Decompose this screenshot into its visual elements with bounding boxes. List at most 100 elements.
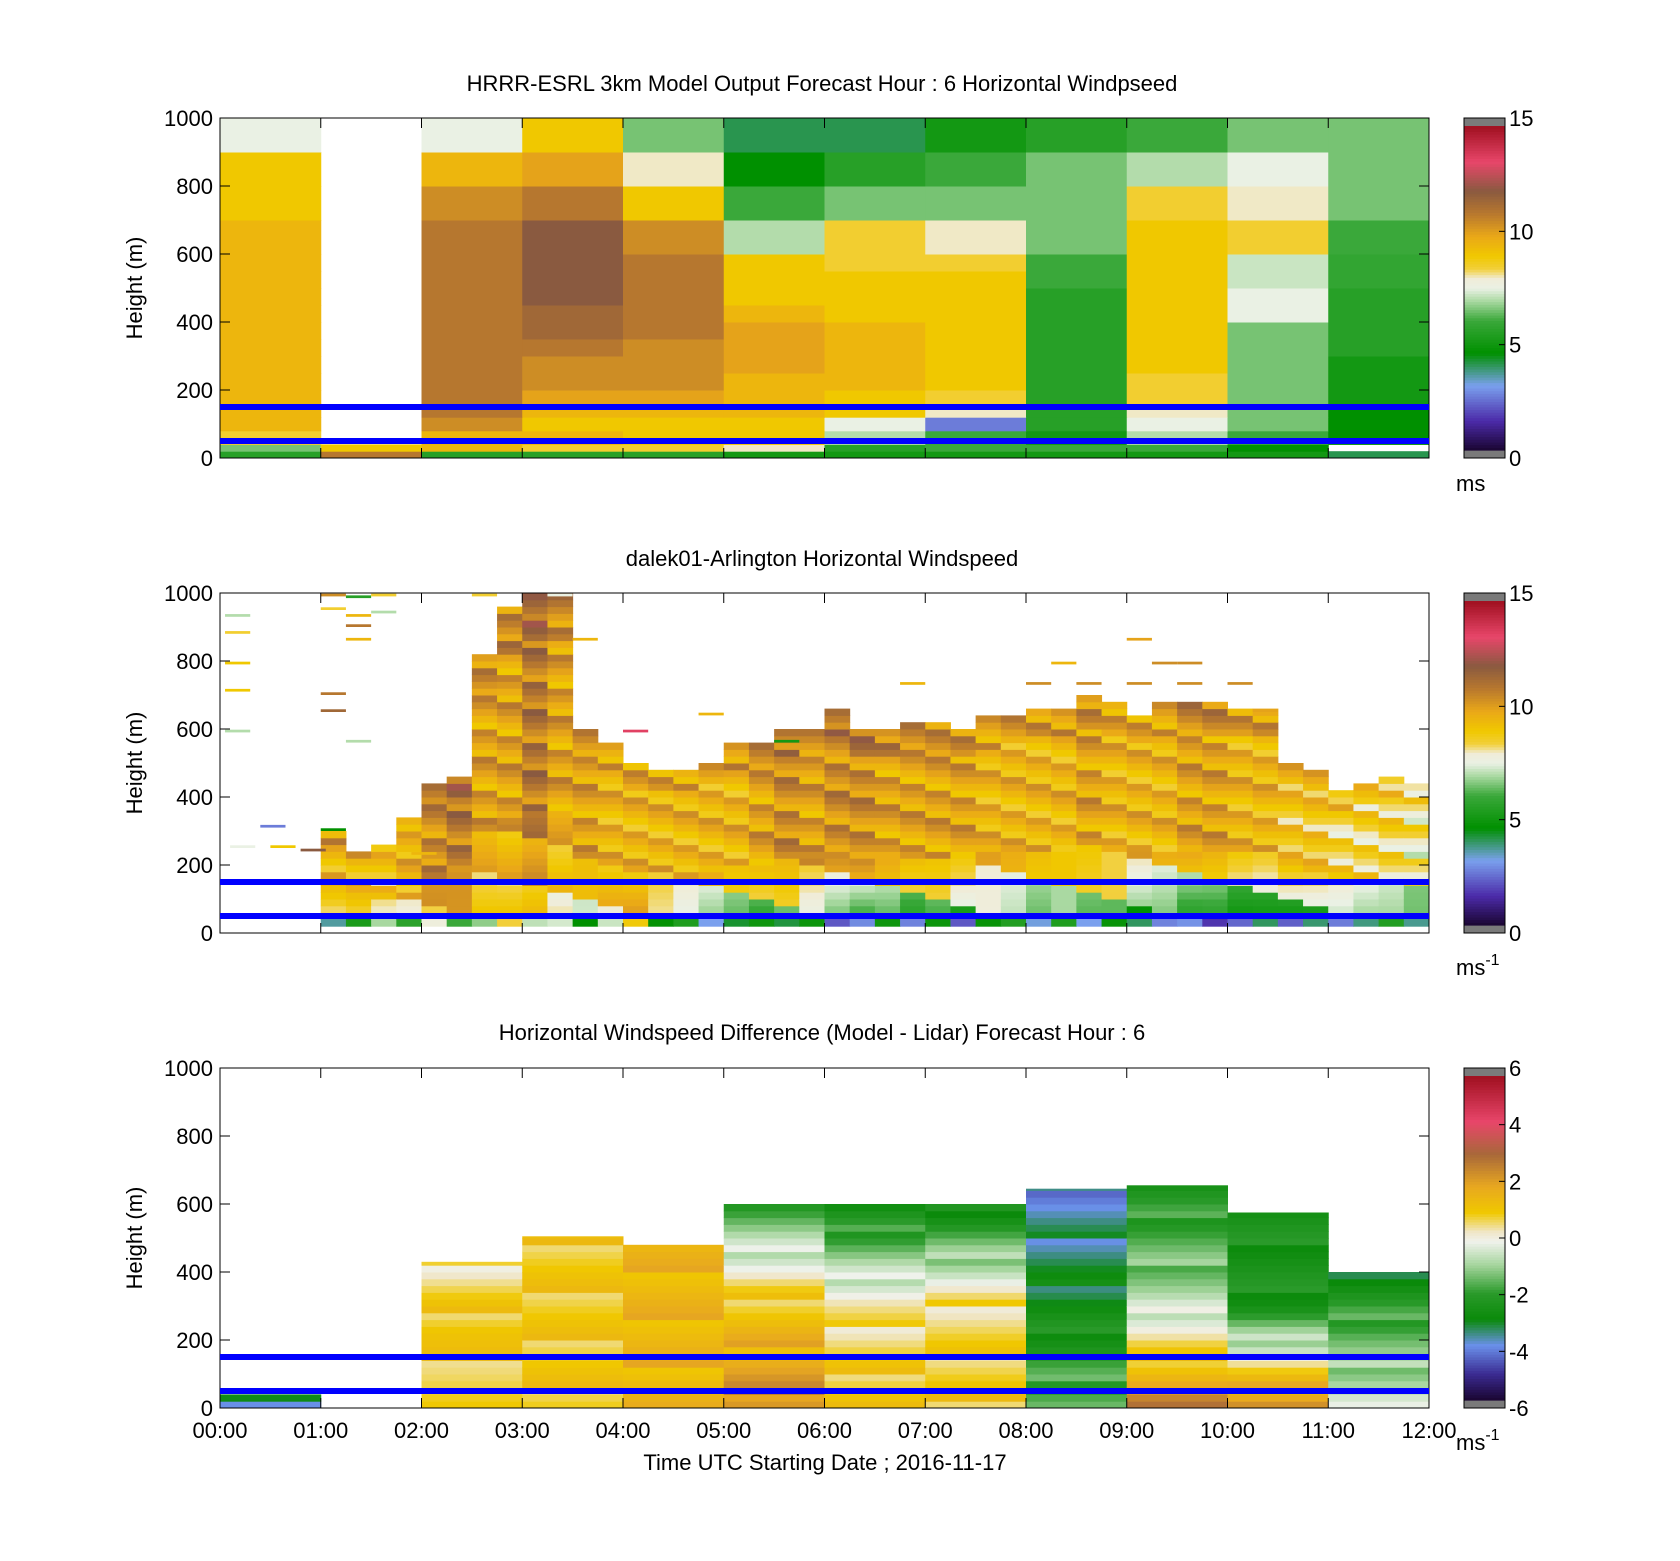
colorbar-swatch bbox=[1464, 315, 1505, 319]
colorbar-swatch bbox=[1464, 428, 1505, 432]
colorbar-swatch bbox=[1464, 1097, 1505, 1101]
heatmap-cell bbox=[1076, 810, 1103, 818]
panel-lidar-cells bbox=[225, 593, 1430, 927]
heatmap-cell bbox=[320, 892, 347, 900]
heatmap-cell bbox=[874, 735, 901, 744]
heatmap-cell bbox=[547, 844, 574, 852]
heatmap-cell bbox=[824, 1380, 926, 1389]
heatmap-cell bbox=[547, 606, 574, 614]
heatmap-cell bbox=[396, 865, 422, 873]
colorbar-swatch bbox=[1464, 242, 1505, 246]
y-tick-label: 600 bbox=[176, 1192, 213, 1217]
colorbar-swatch bbox=[1464, 1319, 1505, 1323]
heatmap-cell bbox=[1227, 1292, 1329, 1300]
heatmap-cell bbox=[572, 865, 599, 873]
heatmap-cell bbox=[723, 899, 750, 907]
heatmap-cell bbox=[497, 695, 523, 703]
colorbar-swatch bbox=[1464, 144, 1505, 149]
heatmap-cell bbox=[623, 1299, 725, 1307]
heatmap-cell bbox=[723, 417, 825, 432]
heatmap-cell bbox=[471, 824, 498, 832]
colorbar-swatch bbox=[1464, 161, 1505, 165]
heatmap-cell bbox=[1202, 729, 1228, 737]
heatmap-cell bbox=[320, 607, 346, 610]
heatmap-cell bbox=[673, 865, 700, 873]
heatmap-cell bbox=[522, 254, 624, 272]
heatmap-cell bbox=[1202, 749, 1228, 757]
colorbar-swatch bbox=[1464, 252, 1505, 257]
colorbar-swatch bbox=[1464, 1383, 1505, 1388]
heatmap-cell bbox=[471, 695, 498, 703]
colorbar-swatch bbox=[1464, 638, 1505, 643]
heatmap-cell bbox=[547, 667, 574, 676]
heatmap-cell bbox=[673, 824, 700, 832]
heatmap-cell bbox=[1353, 885, 1380, 893]
heatmap-cell bbox=[597, 769, 624, 778]
heatmap-cell bbox=[925, 1374, 1027, 1382]
colorbar-swatch bbox=[1464, 1246, 1505, 1250]
heatmap-cell bbox=[1076, 776, 1103, 784]
panel-difference: Horizontal Windspeed Difference (Model -… bbox=[122, 1020, 1529, 1475]
heatmap-cell bbox=[1101, 742, 1128, 750]
heatmap-cell bbox=[1126, 451, 1228, 459]
heatmap-cell bbox=[824, 844, 851, 852]
colorbar-swatch bbox=[1464, 854, 1505, 859]
heatmap-cell bbox=[799, 729, 825, 737]
colorbar-swatch bbox=[1464, 239, 1505, 243]
heatmap-cell bbox=[1177, 899, 1203, 907]
heatmap-cell bbox=[471, 763, 498, 771]
colorbar-swatch bbox=[1464, 757, 1505, 761]
heatmap-cell bbox=[1353, 837, 1380, 846]
heatmap-cell bbox=[1227, 118, 1329, 153]
colorbar-swatch bbox=[1464, 790, 1505, 794]
heatmap-cell bbox=[1252, 837, 1279, 846]
colorbar-cap-top bbox=[1464, 593, 1505, 601]
heatmap-cell bbox=[723, 220, 825, 255]
heatmap-cell bbox=[572, 790, 599, 798]
heatmap-cell bbox=[1328, 254, 1430, 272]
heatmap-cell bbox=[925, 783, 951, 791]
heatmap-cell bbox=[1151, 885, 1178, 893]
heatmap-cell bbox=[1353, 919, 1380, 927]
heatmap-cell bbox=[925, 885, 951, 893]
colorbar-swatch bbox=[1464, 887, 1505, 891]
colorbar-swatch bbox=[1464, 1178, 1505, 1182]
heatmap-cell bbox=[345, 858, 372, 866]
heatmap-cell bbox=[874, 858, 901, 866]
heatmap-cell bbox=[723, 1319, 825, 1327]
colorbar-swatch bbox=[1464, 841, 1505, 845]
heatmap-cell bbox=[774, 763, 800, 771]
heatmap-cell bbox=[925, 1217, 1027, 1225]
heatmap-cell bbox=[446, 783, 473, 791]
heatmap-cell bbox=[471, 661, 498, 669]
colorbar-swatch bbox=[1464, 1089, 1505, 1093]
heatmap-cell bbox=[597, 756, 624, 764]
colorbar-swatch bbox=[1464, 868, 1505, 872]
heatmap-cell bbox=[1303, 851, 1329, 859]
heatmap-cell bbox=[396, 885, 422, 893]
heatmap-cell bbox=[471, 783, 498, 791]
heatmap-cell bbox=[1126, 1278, 1228, 1287]
colorbar-swatch bbox=[1464, 695, 1505, 699]
heatmap-cell bbox=[950, 919, 977, 927]
heatmap-cell bbox=[547, 613, 574, 621]
heatmap-cell bbox=[572, 783, 599, 791]
heatmap-cell bbox=[824, 417, 926, 432]
heatmap-cell bbox=[547, 851, 574, 859]
x-tick-label: 03:00 bbox=[495, 1418, 550, 1443]
colorbar-swatch bbox=[1464, 201, 1505, 205]
heatmap-cell bbox=[421, 817, 448, 825]
heatmap-cell bbox=[220, 444, 322, 452]
heatmap-cell bbox=[345, 739, 372, 743]
colorbar-tick-label: 4 bbox=[1509, 1113, 1521, 1138]
heatmap-cell bbox=[1177, 831, 1203, 839]
heatmap-cell bbox=[1126, 803, 1153, 812]
heatmap-cell bbox=[1177, 844, 1203, 852]
colorbar-swatch bbox=[1464, 444, 1505, 448]
heatmap-cell bbox=[723, 871, 750, 880]
heatmap-cell bbox=[421, 831, 448, 839]
colorbar-swatch bbox=[1464, 1154, 1505, 1158]
heatmap-cell bbox=[900, 919, 926, 927]
colorbar-swatch bbox=[1464, 763, 1505, 767]
colorbar-swatch bbox=[1464, 1105, 1505, 1109]
